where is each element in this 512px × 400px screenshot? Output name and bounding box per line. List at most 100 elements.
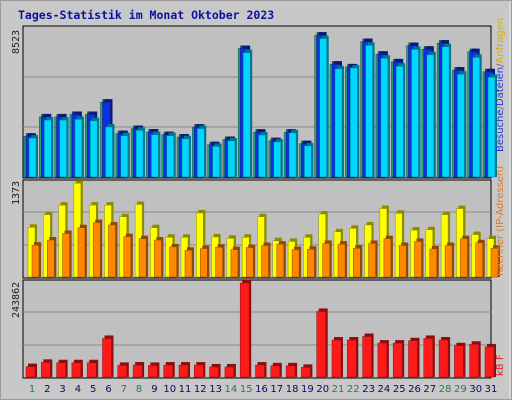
bar-rechner [108,224,116,278]
bar-besuche [334,68,343,178]
bar-besuche [487,76,496,178]
bar-rechner [215,246,223,278]
x-tick-label: 29 [454,384,467,395]
bar-besuche [197,128,205,178]
legend-dateien: Dateien [495,67,506,106]
bar-kbf [285,365,296,378]
x-tick-label: 8 [136,384,142,395]
x-tick-label: 17 [270,384,283,395]
bar-besuche [181,138,190,178]
bar-rechner [261,245,269,278]
x-axis-labels: 1 2 3 4 5 6 7 8 9 10 11 12 13 14 15 16 17 18 19 20 21 22 23 24 2… [29,384,498,395]
bar-rechner [414,241,422,278]
bar-besuche [74,119,83,178]
bar-kbf [194,364,204,378]
bar-rechner [77,227,86,278]
bar-rechner [31,244,40,278]
bar-besuche [151,134,159,178]
bar-besuche [441,46,450,178]
bar-kbf [102,338,112,378]
chart-title: Tages-Statistik im Monat Oktober 2023 [18,8,274,22]
bar-besuche [395,65,404,178]
x-tick-label: 10 [163,384,176,395]
x-tick-label: 31 [485,384,498,395]
x-tick-label: 13 [209,384,222,395]
bar-besuche [472,57,480,178]
bar-kbf [423,338,434,378]
x-tick-label: 11 [179,384,192,395]
bar-rechner [184,250,193,278]
panel-bottom-series-label: kB F [495,354,506,376]
bar-kbf [408,340,418,378]
bar-rechner [337,243,346,278]
bar-kbf [331,339,342,378]
bar-rechner [47,239,55,278]
bar-kbf [255,364,265,378]
bar-rechner [138,238,147,278]
bar-kbf [86,362,97,378]
x-tick-label: 6 [105,384,111,395]
bar-rechner [169,246,177,278]
bar-besuche [411,49,419,178]
bar-rechner [276,243,285,278]
bar-rechner [444,245,453,278]
bar-kbf [377,342,388,378]
x-tick-label: 24 [378,384,391,395]
bar-besuche [380,57,389,178]
bar-kbf [362,336,372,378]
bar-besuche [288,132,297,178]
bar-kbf [132,364,143,378]
bar-besuche [350,67,358,178]
bar-besuche [120,135,129,178]
panel-top-ymax-label: 8523 [11,30,22,54]
bar-rechner [398,245,407,278]
legend-separator: / [495,105,506,109]
bar-kbf [117,365,128,378]
x-tick-label: 30 [469,384,482,395]
x-tick-label: 15 [240,384,253,395]
legend-besuche: Besuche [495,109,506,152]
x-tick-label: 5 [90,384,96,395]
bar-besuche [59,119,67,178]
bar-kbf [56,362,66,378]
x-tick-label: 27 [423,384,436,395]
bar-kbf [224,366,235,378]
bar-kbf [316,311,326,378]
x-tick-label: 18 [286,384,299,395]
panel-top-bars [23,32,497,178]
x-tick-label: 16 [255,384,268,395]
bar-besuche [258,134,266,178]
bar-rechner [123,236,132,278]
x-tick-label: 28 [439,384,452,395]
x-tick-label: 20 [316,384,329,395]
x-tick-label: 9 [151,384,157,395]
bar-kbf [163,364,173,378]
bar-kbf [301,367,311,378]
legend-separator: / [495,63,506,67]
panel-bottom-ymax-label: 243862 [11,282,22,318]
bar-kbf [209,366,219,378]
bar-rechner [383,238,392,278]
bar-rechner [245,247,254,278]
x-tick-label: 21 [332,384,345,395]
bar-rechner [368,243,376,278]
bar-rechner [353,247,361,278]
bar-besuche [135,130,144,178]
panel-top-series-label: Besuche/Dateien/Anfragen [495,18,506,152]
x-tick-label: 1 [29,384,35,395]
panel-bottom-bars [25,280,496,378]
bar-besuche [212,146,220,178]
bar-kbf [239,282,250,378]
bar-rechner [307,249,315,278]
bar-rechner [429,248,438,278]
legend-anfragen: Anfragen [495,18,506,64]
x-tick-label: 7 [121,384,127,395]
bar-kbf [148,365,158,378]
x-tick-label: 25 [393,384,406,395]
x-tick-label: 19 [301,384,314,395]
bar-kbf [469,343,479,378]
bar-kbf [178,364,189,378]
bar-kbf [392,342,403,378]
bar-seiten [196,212,204,278]
